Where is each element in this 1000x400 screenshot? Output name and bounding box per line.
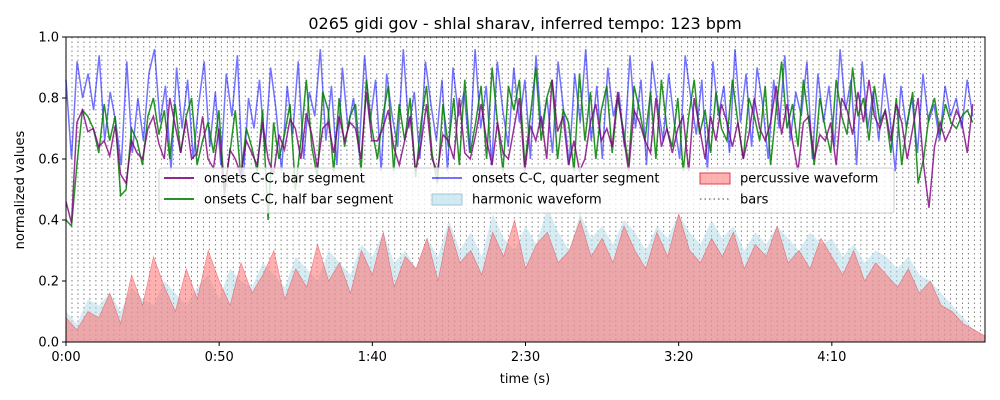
legend-label: onsets C-C, bar segment <box>204 172 365 187</box>
y-tick-label: 0.2 <box>38 275 59 290</box>
legend-label: onsets C-C, half bar segment <box>204 193 393 208</box>
legend-label: harmonic waveform <box>472 193 602 208</box>
y-tick-label: 1.0 <box>38 31 59 46</box>
y-tick-label: 0.8 <box>38 92 59 107</box>
series-half-bar-segment <box>65 61 974 228</box>
y-axis-label: normalized values <box>13 130 28 249</box>
chart-title: 0265 gidi gov - shlal sharav, inferred t… <box>308 14 741 33</box>
x-tick-label: 0:50 <box>205 350 234 365</box>
x-tick-label: 4:10 <box>817 350 846 365</box>
plot-area <box>65 37 986 343</box>
y-tick-label: 0.0 <box>38 336 59 351</box>
x-axis: 0:00 0:50 1:40 2:30 3:20 4:10 <box>51 342 846 365</box>
y-tick-label: 0.6 <box>38 153 59 168</box>
x-tick-label: 3:20 <box>664 350 693 365</box>
x-tick-label: 0:00 <box>51 350 80 365</box>
legend-swatch <box>431 193 463 206</box>
legend-swatch <box>699 172 731 185</box>
x-axis-label: time (s) <box>500 372 550 387</box>
legend-label: percussive waveform <box>740 172 878 187</box>
x-tick-label: 1:40 <box>358 350 387 365</box>
y-axis: 0.0 0.2 0.4 0.6 0.8 1.0 <box>38 31 66 351</box>
series-bar-segment <box>65 79 974 224</box>
y-tick-label: 0.4 <box>38 214 59 229</box>
legend-label: onsets C-C, quarter segment <box>472 172 659 187</box>
legend-label: bars <box>740 193 769 208</box>
x-tick-label: 2:30 <box>511 350 540 365</box>
legend: onsets C-C, bar segment onsets C-C, half … <box>158 167 895 214</box>
series-percussive-waveform <box>65 212 986 343</box>
